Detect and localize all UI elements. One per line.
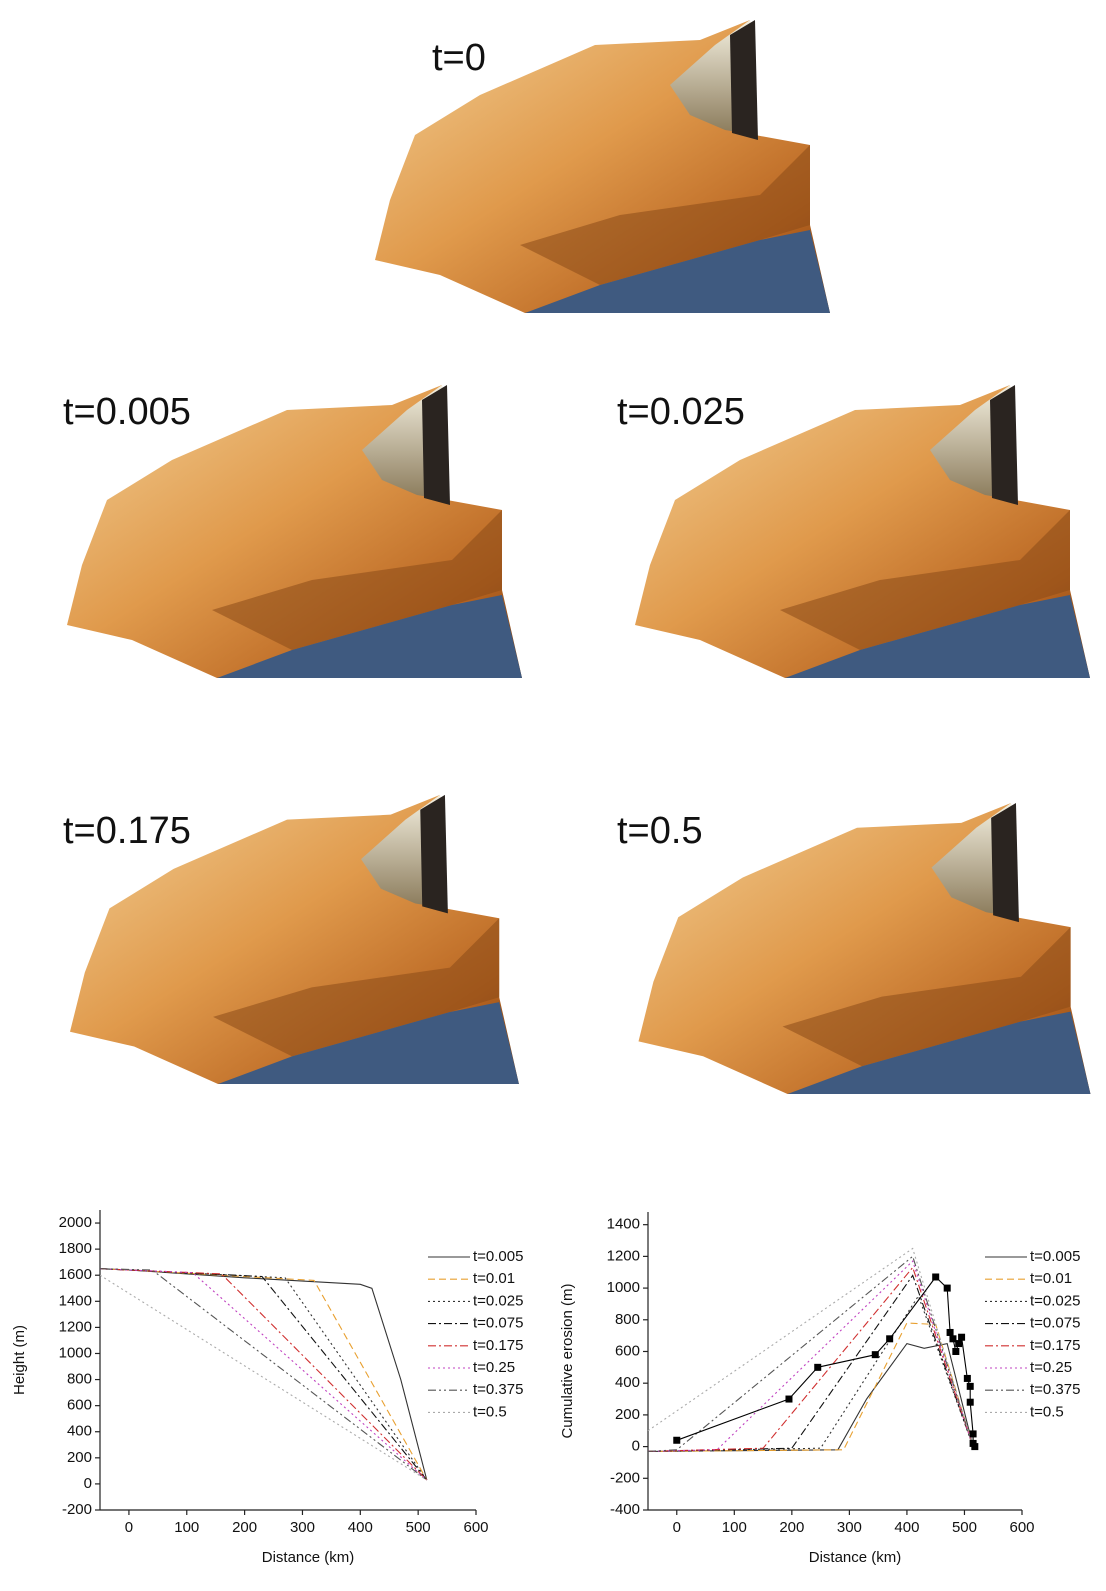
data-point (963, 1374, 971, 1382)
panel-label: t=0.5 (617, 810, 703, 852)
y-tick-label: -400 (610, 1501, 640, 1518)
x-tick-label: 0 (125, 1519, 133, 1536)
data-point (871, 1351, 879, 1359)
y-tick-label: 1200 (607, 1247, 640, 1264)
series-line (99, 1268, 428, 1481)
data-point (966, 1382, 974, 1390)
x-tick-label: 100 (174, 1519, 199, 1536)
panel-label: t=0.175 (63, 810, 191, 852)
y-tick-label: 200 (67, 1449, 92, 1466)
x-tick-label: 200 (232, 1519, 257, 1536)
series-line (647, 1247, 974, 1447)
data-point (932, 1273, 940, 1281)
y-tick-label: 200 (615, 1406, 640, 1423)
series-line (647, 1322, 974, 1452)
y-tick-label: -200 (62, 1501, 92, 1518)
legend-label: t=0.075 (473, 1315, 523, 1332)
legend-label: t=0.01 (1030, 1270, 1072, 1287)
x-tick-label: 200 (779, 1519, 804, 1536)
data-point (943, 1284, 951, 1292)
legend-label: t=0.175 (473, 1337, 523, 1354)
x-tick-label: 500 (406, 1519, 431, 1536)
series-line (99, 1268, 428, 1481)
panel-label: t=0.025 (617, 391, 745, 433)
terrain-panels: t=0 t=0.005 t=0.025 t=0.175 t=0.5 (63, 20, 1091, 1095)
data-point (785, 1395, 793, 1403)
series-line (647, 1294, 974, 1452)
legend-label: t=0.375 (1030, 1381, 1080, 1398)
y-tick-label: 1200 (59, 1318, 92, 1335)
y-axis-label: Cumulative erosion (m) (559, 1283, 576, 1438)
legend-label: t=0.25 (473, 1359, 515, 1376)
data-point (971, 1443, 979, 1451)
terrain-image (638, 802, 1091, 1095)
series-line (99, 1268, 428, 1481)
charts: -200020040060080010001200140016001800200… (11, 1210, 1080, 1566)
series-line (99, 1274, 428, 1481)
y-tick-label: 600 (67, 1397, 92, 1414)
legend-label: t=0.25 (1030, 1359, 1072, 1376)
data-point (952, 1347, 960, 1355)
panel-label: t=0.005 (63, 391, 191, 433)
data-point (673, 1436, 681, 1444)
x-axis-label: Distance (km) (809, 1549, 902, 1566)
y-tick-label: 800 (67, 1371, 92, 1388)
legend-label: t=0.5 (473, 1403, 507, 1420)
data-point (966, 1398, 974, 1406)
y-tick-label: 2000 (59, 1214, 92, 1231)
legend-label: t=0.005 (1030, 1248, 1080, 1265)
x-tick-label: 100 (722, 1519, 747, 1536)
legend-label: t=0.005 (473, 1248, 523, 1265)
y-tick-label: 400 (615, 1374, 640, 1391)
x-tick-label: 600 (1009, 1519, 1034, 1536)
y-tick-label: 1400 (59, 1292, 92, 1309)
series-line (99, 1268, 428, 1481)
series-line (647, 1266, 974, 1452)
y-tick-label: 800 (615, 1311, 640, 1328)
y-tick-label: 1000 (59, 1344, 92, 1361)
y-tick-label: 1800 (59, 1240, 92, 1257)
y-tick-label: 1600 (59, 1266, 92, 1283)
x-tick-label: 300 (290, 1519, 315, 1536)
series-line (99, 1268, 428, 1481)
data-point (949, 1335, 957, 1343)
y-axis-label: Height (m) (11, 1325, 28, 1395)
data-point (955, 1340, 963, 1348)
legend-label: t=0.01 (473, 1270, 515, 1287)
data-point (946, 1328, 954, 1336)
y-tick-label: 1400 (607, 1216, 640, 1233)
series-line (647, 1342, 974, 1452)
y-tick-label: 0 (84, 1475, 92, 1492)
x-tick-label: 0 (673, 1519, 681, 1536)
x-tick-label: 400 (348, 1519, 373, 1536)
x-tick-label: 500 (952, 1519, 977, 1536)
x-tick-label: 600 (463, 1519, 488, 1536)
legend-label: t=0.025 (473, 1292, 523, 1309)
x-tick-label: 300 (837, 1519, 862, 1536)
y-tick-label: 400 (67, 1423, 92, 1440)
series-line (99, 1268, 428, 1481)
legend-label: t=0.075 (1030, 1315, 1080, 1332)
panel-label: t=0 (432, 37, 486, 79)
data-point (814, 1363, 822, 1371)
y-tick-label: 0 (632, 1438, 640, 1455)
x-axis-label: Distance (km) (262, 1549, 355, 1566)
legend-label: t=0.175 (1030, 1337, 1080, 1354)
legend-label: t=0.5 (1030, 1403, 1064, 1420)
y-tick-label: -200 (610, 1469, 640, 1486)
x-tick-label: 400 (894, 1519, 919, 1536)
legend-label: t=0.025 (1030, 1292, 1080, 1309)
series-line (99, 1268, 428, 1481)
data-point (886, 1335, 894, 1343)
series-line (676, 1276, 976, 1447)
series-line (647, 1260, 974, 1452)
legend-label: t=0.375 (473, 1381, 523, 1398)
data-point (969, 1430, 977, 1438)
data-point (958, 1333, 966, 1341)
y-tick-label: 600 (615, 1342, 640, 1359)
y-tick-label: 1000 (607, 1279, 640, 1296)
